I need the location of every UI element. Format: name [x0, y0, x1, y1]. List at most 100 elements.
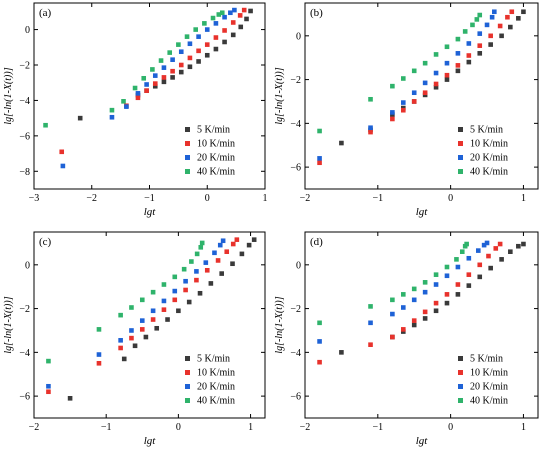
- data-point: [368, 320, 373, 326]
- data-point: [464, 241, 469, 247]
- data-point: [390, 83, 395, 89]
- data-point: [466, 255, 472, 261]
- legend-label: 40 K/min: [470, 396, 508, 407]
- data-point: [204, 267, 210, 273]
- data-point: [516, 243, 521, 249]
- data-point: [139, 297, 145, 303]
- data-point: [400, 305, 406, 310]
- data-point: [508, 249, 513, 254]
- data-point: [433, 81, 439, 87]
- x-tick-label: 1: [248, 422, 253, 433]
- data-point: [150, 67, 155, 72]
- data-point: [317, 339, 322, 344]
- data-point: [118, 312, 123, 318]
- data-point: [129, 335, 134, 341]
- legend-marker: [458, 370, 463, 375]
- data-point: [317, 320, 322, 326]
- legend-label: 20 K/min: [197, 153, 235, 164]
- series-4: [46, 240, 205, 364]
- data-point: [129, 305, 134, 310]
- data-point: [161, 65, 167, 70]
- x-axis-label: lgt: [144, 435, 157, 447]
- data-point: [228, 10, 233, 16]
- data-point: [161, 307, 167, 312]
- data-point: [172, 274, 178, 280]
- data-point: [390, 116, 395, 122]
- data-point: [339, 350, 344, 355]
- legend-marker: [458, 169, 463, 174]
- data-point: [484, 22, 490, 28]
- y-tick-label: −2: [19, 304, 30, 315]
- x-tick-label: 1: [521, 193, 526, 204]
- legend-label: 10 K/min: [197, 139, 235, 150]
- y-tick-label: −6: [19, 131, 30, 142]
- series-3: [317, 9, 497, 161]
- data-point: [433, 282, 439, 287]
- data-point: [208, 281, 214, 286]
- data-point: [455, 63, 461, 68]
- data-point: [317, 160, 322, 166]
- data-point: [193, 27, 198, 32]
- data-point: [486, 253, 491, 259]
- data-point: [204, 27, 210, 32]
- data-point: [222, 39, 227, 45]
- data-point: [152, 73, 158, 78]
- data-point: [96, 327, 102, 332]
- data-point: [368, 96, 373, 102]
- data-point: [455, 68, 461, 74]
- y-tick-label: −6: [19, 392, 30, 403]
- y-tick-label: −4: [19, 96, 30, 107]
- y-tick-label: −2: [290, 75, 301, 86]
- y-tick-label: −6: [290, 163, 301, 174]
- data-point: [152, 83, 158, 89]
- y-axis-label: lg[-ln(1-X(t))]: [274, 296, 285, 353]
- data-point: [194, 277, 199, 283]
- data-point: [222, 28, 227, 33]
- data-point: [390, 110, 395, 115]
- data-point: [172, 297, 178, 303]
- data-point: [109, 114, 115, 120]
- data-point: [197, 290, 203, 296]
- data-point: [411, 318, 417, 323]
- data-point: [455, 264, 461, 270]
- y-tick-label: 0: [296, 260, 301, 271]
- data-point: [167, 50, 173, 55]
- data-point: [477, 262, 483, 268]
- data-point: [400, 100, 406, 105]
- y-tick-label: 0: [25, 260, 30, 271]
- x-tick-label: 1: [263, 193, 268, 204]
- data-point: [121, 99, 126, 104]
- data-point: [230, 32, 236, 38]
- data-point: [455, 282, 461, 287]
- data-point: [444, 77, 450, 82]
- data-point: [234, 237, 240, 242]
- data-point: [422, 289, 428, 295]
- data-point: [118, 345, 123, 351]
- legend-label: 20 K/min: [197, 382, 235, 393]
- data-point: [187, 64, 193, 70]
- data-point: [488, 33, 493, 39]
- legend-label: 5 K/min: [197, 354, 230, 365]
- data-point: [170, 57, 175, 62]
- panel-3: −2 −1 0 1 −6 −4 −2 0 (c) lgt lg[-ln(1-X(t))] 5 K/mi…: [3, 231, 266, 447]
- data-point: [241, 7, 247, 13]
- data-point: [132, 343, 138, 349]
- data-point: [368, 342, 373, 347]
- data-point: [444, 292, 450, 297]
- data-point: [499, 33, 504, 39]
- data-point: [474, 17, 480, 22]
- legend-label: 5 K/min: [197, 125, 230, 136]
- plot-frame: [33, 231, 266, 419]
- data-point: [422, 316, 428, 321]
- x-tick-label: 1: [521, 422, 526, 433]
- data-point: [433, 300, 439, 306]
- panel-label: (a): [39, 7, 52, 19]
- data-point: [508, 24, 513, 30]
- data-point: [170, 68, 175, 74]
- data-point: [459, 249, 465, 254]
- data-point: [178, 62, 184, 68]
- data-point: [477, 51, 483, 56]
- data-point: [213, 35, 219, 40]
- data-point: [210, 15, 216, 21]
